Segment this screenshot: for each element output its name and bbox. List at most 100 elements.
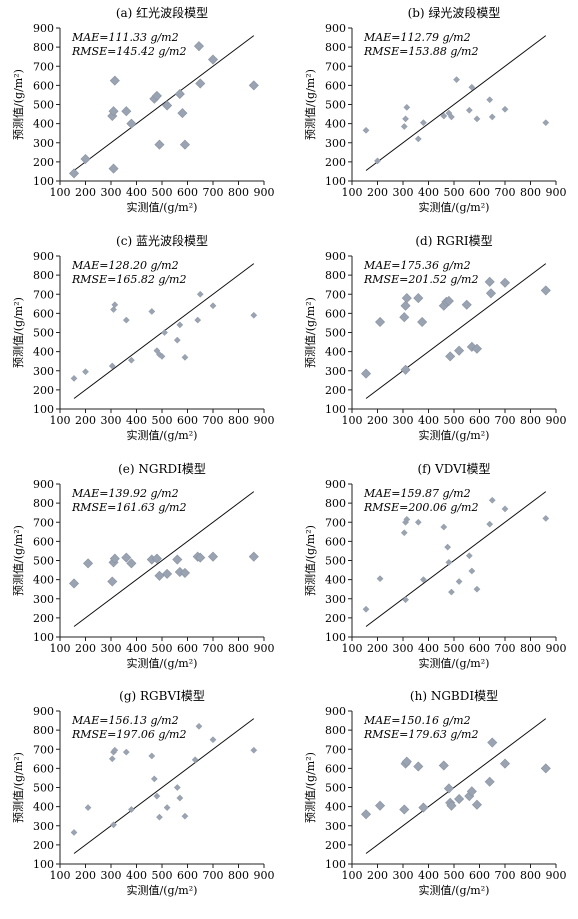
data-point — [121, 106, 132, 117]
x-tick-label: 500 — [152, 869, 173, 882]
rmse-label: RMSE=145.42 g/m2 — [71, 45, 187, 58]
y-tick-label: 400 — [33, 118, 54, 131]
x-tick-label: 100 — [50, 414, 71, 427]
y-tick-label: 500 — [325, 99, 346, 112]
x-tick-label: 600 — [469, 869, 490, 882]
data-point — [402, 596, 409, 604]
y-tick-label: 300 — [33, 820, 54, 833]
x-tick-label: 100 — [342, 414, 363, 427]
mae-label: MAE=111.33 g/m2 — [71, 31, 179, 44]
data-point — [374, 157, 381, 165]
data-point — [440, 112, 448, 120]
data-point — [179, 567, 190, 578]
y-tick-label: 100 — [33, 858, 54, 871]
data-point — [486, 520, 494, 528]
y-tick-label: 800 — [33, 497, 54, 510]
x-tick-label: 900 — [254, 642, 275, 655]
y-tick-label: 800 — [325, 724, 346, 737]
x-tick-label: 300 — [393, 414, 414, 427]
x-tick-label: 800 — [520, 869, 541, 882]
data-point — [108, 755, 116, 763]
data-point — [250, 311, 258, 319]
y-axis-label: 预测值/(g/m²) — [12, 69, 25, 140]
x-tick-label: 900 — [546, 414, 567, 427]
data-point — [473, 115, 481, 123]
x-tick-label: 600 — [177, 869, 198, 882]
data-point — [194, 316, 202, 324]
x-tick-label: 200 — [75, 869, 96, 882]
x-tick-label: 200 — [75, 414, 96, 427]
x-tick-label: 300 — [393, 642, 414, 655]
y-tick-label: 500 — [325, 327, 346, 340]
data-point — [468, 567, 476, 575]
mae-label: MAE=128.20 g/m2 — [71, 259, 179, 272]
fit-line — [365, 35, 547, 171]
x-tick-label: 600 — [469, 642, 490, 655]
data-point — [248, 80, 259, 91]
data-point — [488, 113, 496, 121]
mae-label: MAE=112.79 g/m2 — [363, 31, 471, 44]
y-tick-label: 100 — [325, 403, 346, 416]
data-point — [70, 375, 78, 382]
x-tick-label: 900 — [254, 869, 275, 882]
y-tick-label: 400 — [325, 801, 346, 814]
y-tick-label: 300 — [325, 593, 346, 606]
x-tick-label: 800 — [228, 642, 249, 655]
y-tick-label: 800 — [33, 269, 54, 282]
data-point — [150, 775, 158, 783]
x-tick-label: 400 — [126, 186, 147, 199]
x-tick-label: 500 — [444, 186, 465, 199]
data-point — [445, 559, 453, 566]
data-point — [403, 515, 411, 523]
x-tick-label: 700 — [203, 869, 224, 882]
y-tick-label: 300 — [33, 137, 54, 150]
fit-line — [73, 718, 255, 854]
y-tick-label: 500 — [33, 99, 54, 112]
data-point — [207, 54, 219, 65]
scatter-panel-6: (f) VDVI模型 100 200 300 400 500 600 700 800 900 100… — [304, 462, 567, 670]
data-point — [440, 523, 448, 531]
y-tick-label: 800 — [325, 269, 346, 282]
y-tick-label: 400 — [325, 574, 346, 587]
data-point — [173, 336, 181, 344]
x-tick-label: 300 — [101, 186, 122, 199]
panel-title: (e) NGRDI模型 — [118, 462, 206, 476]
y-tick-label: 100 — [33, 631, 54, 644]
y-tick-label: 500 — [33, 555, 54, 568]
data-point — [110, 306, 117, 313]
x-tick-label: 200 — [367, 186, 388, 199]
scatter-panel-2: (b) 绿光波段模型 100 200 300 400 500 600 700 800 900 100… — [304, 5, 567, 214]
y-tick-label: 200 — [325, 384, 346, 397]
data-point — [122, 316, 130, 324]
y-tick-label: 700 — [325, 288, 346, 301]
y-tick-label: 900 — [33, 705, 54, 718]
data-point — [375, 316, 386, 328]
scatter-panel-1: (a) 红光波段模型 100 200 300 400 500 600 700 800 900 100… — [12, 5, 275, 214]
data-point — [454, 793, 465, 804]
data-point — [413, 293, 424, 304]
scatter-panel-4: (d) RGRI模型 100 200 300 400 500 600 700 800 900 100… — [304, 234, 567, 442]
y-axis-label: 预测值/(g/m²) — [304, 752, 317, 823]
data-point — [121, 552, 132, 563]
y-tick-label: 700 — [33, 743, 54, 756]
y-tick-label: 700 — [325, 743, 346, 756]
data-point — [179, 139, 190, 150]
y-tick-label: 300 — [325, 137, 346, 150]
rmse-label: RMSE=179.63 g/m2 — [363, 728, 479, 741]
data-point — [484, 776, 495, 787]
data-point — [501, 505, 509, 513]
data-point — [465, 106, 473, 114]
y-tick-label: 900 — [325, 705, 346, 718]
data-point — [488, 496, 496, 504]
data-point — [69, 168, 80, 179]
data-point — [126, 558, 137, 569]
y-tick-label: 200 — [33, 839, 54, 852]
fit-line — [365, 491, 547, 627]
data-point — [485, 288, 496, 299]
data-point — [443, 295, 454, 306]
y-tick-label: 400 — [33, 574, 54, 587]
data-point — [162, 568, 173, 579]
x-tick-label: 100 — [342, 869, 363, 882]
data-point — [248, 551, 259, 562]
